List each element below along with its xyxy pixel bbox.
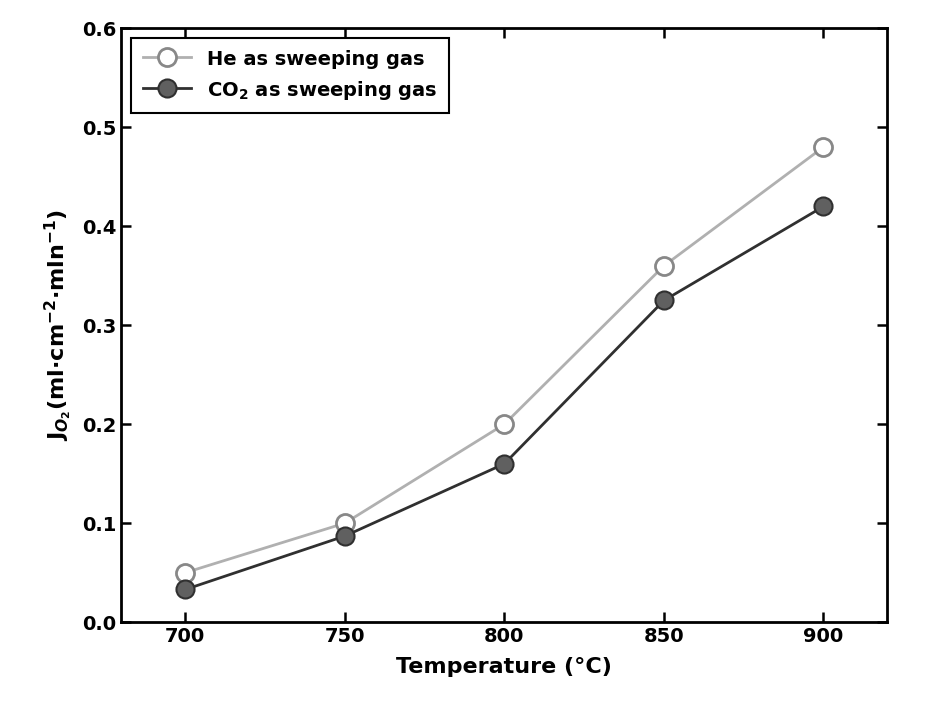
CO$_2$ as sweeping gas <box>658 296 670 305</box>
He as sweeping gas <box>499 420 510 428</box>
Line: CO$_2$ as sweeping gas: CO$_2$ as sweeping gas <box>177 197 832 599</box>
He as sweeping gas <box>339 519 350 527</box>
Line: He as sweeping gas: He as sweeping gas <box>177 138 832 582</box>
CO$_2$ as sweeping gas <box>818 202 829 211</box>
Y-axis label: J$_{O_2}$(ml·cm$^{-2}$·mln$^{-1}$): J$_{O_2}$(ml·cm$^{-2}$·mln$^{-1}$) <box>43 209 74 441</box>
He as sweeping gas <box>658 262 670 270</box>
CO$_2$ as sweeping gas <box>179 585 191 594</box>
Legend: He as sweeping gas, CO$_2$ as sweeping gas: He as sweeping gas, CO$_2$ as sweeping g… <box>131 38 449 113</box>
He as sweeping gas <box>179 568 191 577</box>
X-axis label: Temperature (°C): Temperature (°C) <box>396 657 613 677</box>
CO$_2$ as sweeping gas <box>339 532 350 540</box>
He as sweeping gas <box>818 143 829 151</box>
CO$_2$ as sweeping gas <box>499 460 510 468</box>
